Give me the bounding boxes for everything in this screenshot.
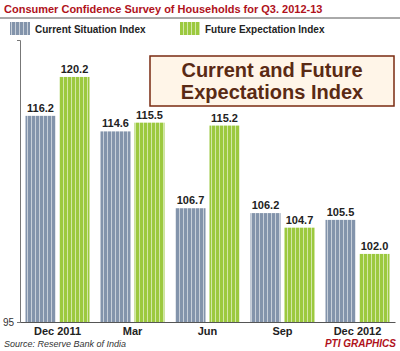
data-label: 104.7 <box>286 214 314 226</box>
y-axis-line <box>17 41 21 323</box>
data-label: 106.7 <box>177 194 205 206</box>
bar <box>176 208 206 322</box>
data-label: 115.5 <box>136 109 163 121</box>
data-label: 114.6 <box>102 117 129 129</box>
bar <box>285 228 315 322</box>
bar <box>210 126 240 322</box>
data-label: 106.2 <box>252 199 280 211</box>
bar <box>360 254 390 322</box>
legend-label: Future Expectation Index <box>205 24 325 35</box>
data-label: 105.5 <box>327 206 355 218</box>
bar <box>251 213 281 322</box>
title: Consumer Confidence Survey of Households… <box>4 3 322 15</box>
x-tick-label: Jun <box>198 325 218 337</box>
x-tick: Jun <box>198 322 218 337</box>
subtitle: Current and FutureExpectations Index <box>181 59 363 103</box>
legend-label: Current Situation Index <box>35 24 146 35</box>
data-label: 116.2 <box>27 102 54 114</box>
bar <box>26 116 56 322</box>
title-rule <box>0 18 400 19</box>
x-axis: Dec 2011 Mar Jun Sep Dec 2012 <box>21 322 396 337</box>
data-label: 102.0 <box>361 240 389 252</box>
bar <box>135 123 165 322</box>
x-tick: Mar <box>123 322 143 337</box>
bar <box>326 220 356 322</box>
legend-swatch <box>180 22 200 35</box>
source: Source: Reserve Bank of India <box>4 339 126 349</box>
x-tick: Sep <box>272 322 292 337</box>
bars <box>26 77 390 322</box>
y-tick-label: 95 <box>3 317 15 328</box>
heading: Current and FutureExpectations Index <box>150 56 394 106</box>
data-label: 120.2 <box>61 63 89 75</box>
data-labels: 116.2 114.6 106.7 106.2 105.5 120.2 115.5 115.2… <box>27 63 388 252</box>
bar <box>101 131 131 322</box>
x-tick-label: Sep <box>272 325 292 337</box>
credit: PTI GRAPHICS <box>325 338 396 349</box>
x-axis-line <box>21 322 396 323</box>
legend: Current Situation Index Future Expectatio… <box>10 22 325 35</box>
x-tick-label: Dec 2011 <box>34 325 81 337</box>
x-tick: Dec 2012 <box>334 322 382 337</box>
y-tick-mark <box>17 322 20 323</box>
heading-box <box>150 56 394 106</box>
x-tick-label: Mar <box>123 325 143 337</box>
x-tick-label: Dec 2012 <box>334 325 382 337</box>
y-tick: 95 <box>3 317 20 328</box>
legend-swatch <box>10 22 30 35</box>
data-label: 115.2 <box>211 112 238 124</box>
chart: Consumer Confidence Survey of Households… <box>0 0 400 351</box>
bar <box>60 77 90 322</box>
y-axis: 95 <box>3 41 21 328</box>
x-tick: Dec 2011 <box>34 322 81 337</box>
